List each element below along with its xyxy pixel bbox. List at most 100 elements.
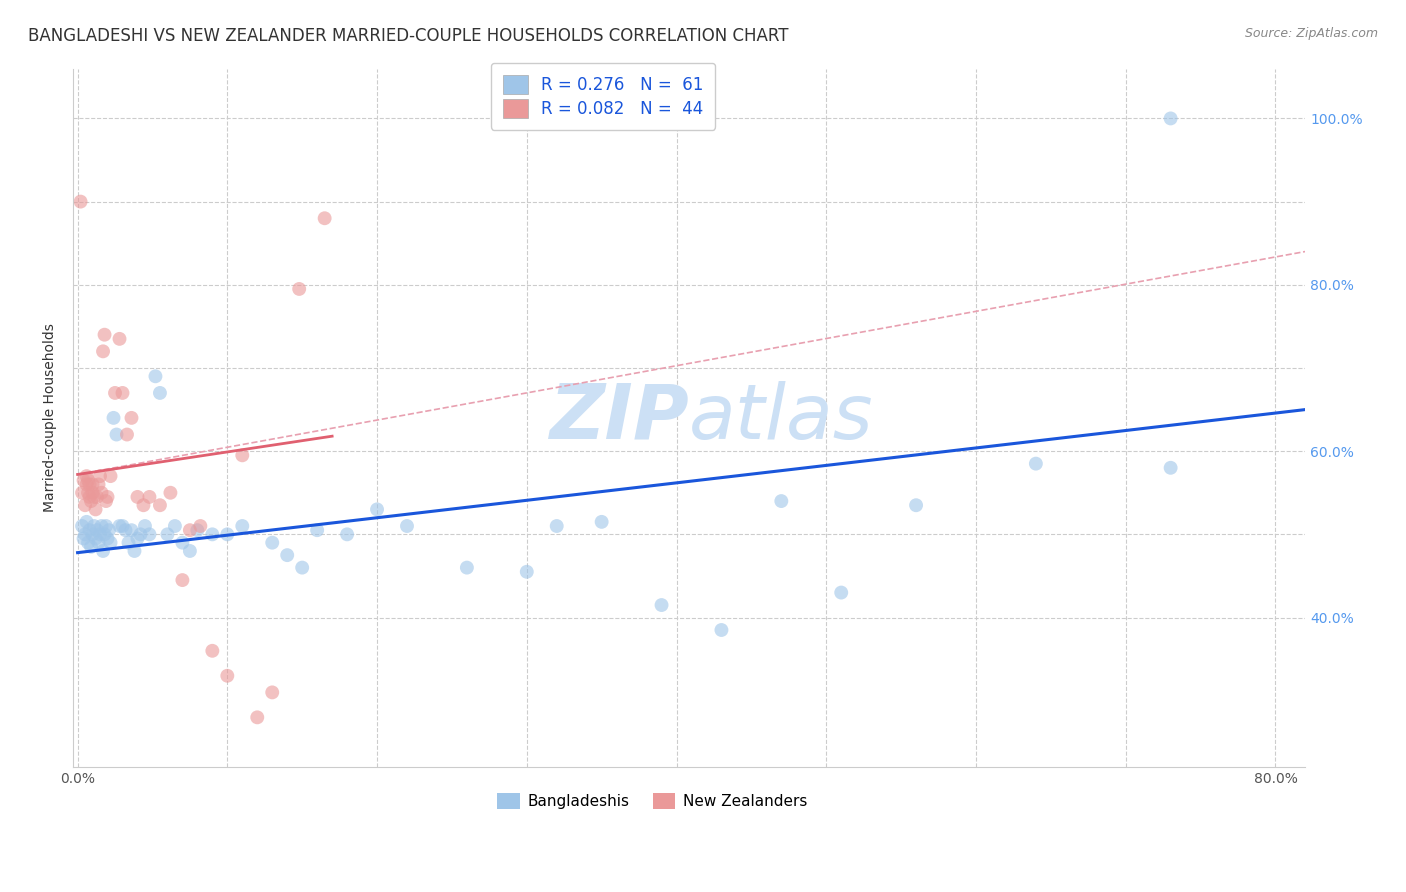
Point [86,490,108,504]
Point [70,519,93,533]
Point [87,535,110,549]
Point [159,485,181,500]
Point [163,519,186,533]
Point [156,527,179,541]
Point [105,427,128,442]
Point [149,498,172,512]
Point [179,544,201,558]
Point [262,685,284,699]
Point [336,527,359,541]
Point [127,532,149,546]
Point [591,515,613,529]
Point [516,565,538,579]
Point [77,535,100,549]
Point [366,502,388,516]
Point [91,344,114,359]
Point [89,469,111,483]
Y-axis label: Married-couple Households: Married-couple Households [44,324,58,512]
Point [70,485,93,500]
Point [108,332,131,346]
Point [108,519,131,533]
Text: Source: ZipAtlas.com: Source: ZipAtlas.com [1244,27,1378,40]
Point [262,535,284,549]
Point [89,527,111,541]
Point [546,519,568,533]
Point [115,427,138,442]
Point [82,477,104,491]
Legend: Bangladeshis, New Zealanders: Bangladeshis, New Zealanders [491,788,814,815]
Point [80,540,103,554]
Point [96,490,118,504]
Point [83,490,105,504]
Point [75,498,97,512]
Point [121,523,143,537]
Point [93,527,115,541]
Point [103,410,125,425]
Point [79,477,101,491]
Point [91,544,114,558]
Point [80,494,103,508]
Point [132,498,155,512]
Point [276,548,298,562]
Point [117,535,139,549]
Point [72,532,94,546]
Point [291,560,314,574]
Point [94,519,117,533]
Point [830,585,852,599]
Point [111,519,134,533]
Point [710,623,733,637]
Point [82,485,104,500]
Point [186,523,208,537]
Point [456,560,478,574]
Point [651,598,673,612]
Point [145,369,167,384]
Point [76,477,98,491]
Point [770,494,793,508]
Point [76,515,98,529]
Point [79,490,101,504]
Point [90,485,112,500]
Point [77,473,100,487]
Point [104,386,127,401]
Point [217,669,239,683]
Point [79,523,101,537]
Point [129,527,152,541]
Point [190,519,212,533]
Point [83,519,105,533]
Point [124,544,146,558]
Point [100,469,122,483]
Point [87,477,110,491]
Text: ZIP: ZIP [550,381,689,455]
Point [172,535,194,549]
Point [288,282,311,296]
Point [72,473,94,487]
Point [217,527,239,541]
Point [94,494,117,508]
Point [201,527,224,541]
Point [98,523,121,537]
Point [69,194,91,209]
Point [75,527,97,541]
Point [395,519,418,533]
Point [111,386,134,401]
Point [127,490,149,504]
Point [1025,457,1047,471]
Point [82,527,104,541]
Text: BANGLADESHI VS NEW ZEALANDER MARRIED-COUPLE HOUSEHOLDS CORRELATION CHART: BANGLADESHI VS NEW ZEALANDER MARRIED-COU… [28,27,789,45]
Point [1160,112,1182,126]
Point [134,519,156,533]
Point [172,573,194,587]
Point [96,532,118,546]
Point [231,519,253,533]
Point [307,523,329,537]
Point [84,532,107,546]
Point [100,535,122,549]
Point [114,523,136,537]
Point [1160,460,1182,475]
Point [138,490,160,504]
Point [138,527,160,541]
Point [149,386,172,401]
Point [90,519,112,533]
Point [77,485,100,500]
Point [93,327,115,342]
